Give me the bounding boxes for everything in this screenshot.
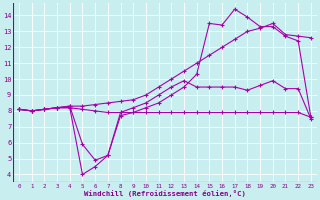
- X-axis label: Windchill (Refroidissement éolien,°C): Windchill (Refroidissement éolien,°C): [84, 190, 246, 197]
